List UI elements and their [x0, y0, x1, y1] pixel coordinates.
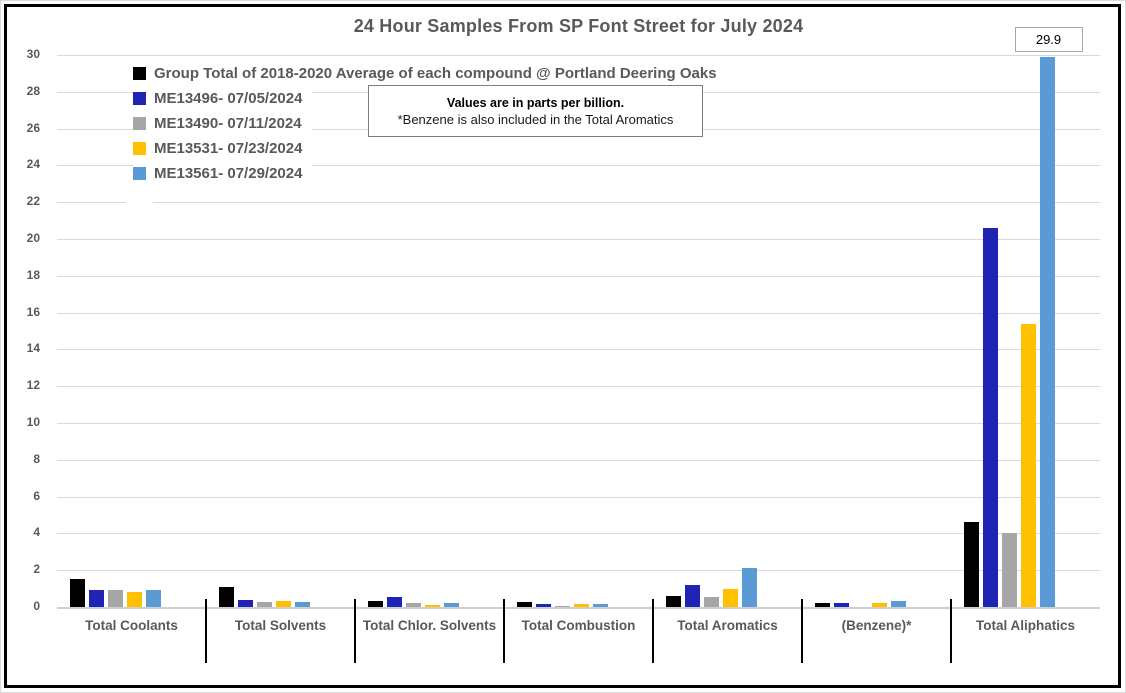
legend-label: ME13561- 07/29/2024: [154, 165, 303, 182]
legend-item: ME13496- 07/05/2024: [133, 86, 313, 111]
legend-swatch-yellow: [133, 142, 146, 155]
legend-item: ME13561- 07/29/2024: [133, 161, 313, 186]
note-benzene-text: *Benzene is also included in the Total A…: [397, 111, 674, 127]
legend-label: ME13531- 07/23/2024: [154, 140, 303, 157]
note-units-text: Values are in parts per billion.: [446, 95, 625, 110]
data-label-box: 29.9: [1014, 27, 1083, 52]
note-box: Values are in parts per billion. *Benzen…: [368, 85, 703, 137]
legend-label: Group Total of 2018-2020 Average of each…: [154, 65, 717, 82]
legend-swatch-gray: [133, 117, 146, 130]
legend-label: ME13490- 07/11/2024: [154, 115, 302, 132]
legend-swatch-dark-blue: [133, 92, 146, 105]
chart-title: 24 Hour Samples From SP Font Street for …: [353, 16, 804, 36]
legend-item: Group Total of 2018-2020 Average of each…: [133, 61, 727, 86]
legend-label: ME13496- 07/05/2024: [154, 90, 303, 107]
legend-swatch-black: [133, 67, 146, 80]
legend-item: ME13531- 07/23/2024: [133, 136, 313, 161]
legend-swatch-light-blue: [133, 167, 146, 180]
legend-item: ME13490- 07/11/2024: [133, 111, 312, 136]
white-patch: [126, 192, 153, 210]
legend: Group Total of 2018-2020 Average of each…: [133, 61, 727, 186]
